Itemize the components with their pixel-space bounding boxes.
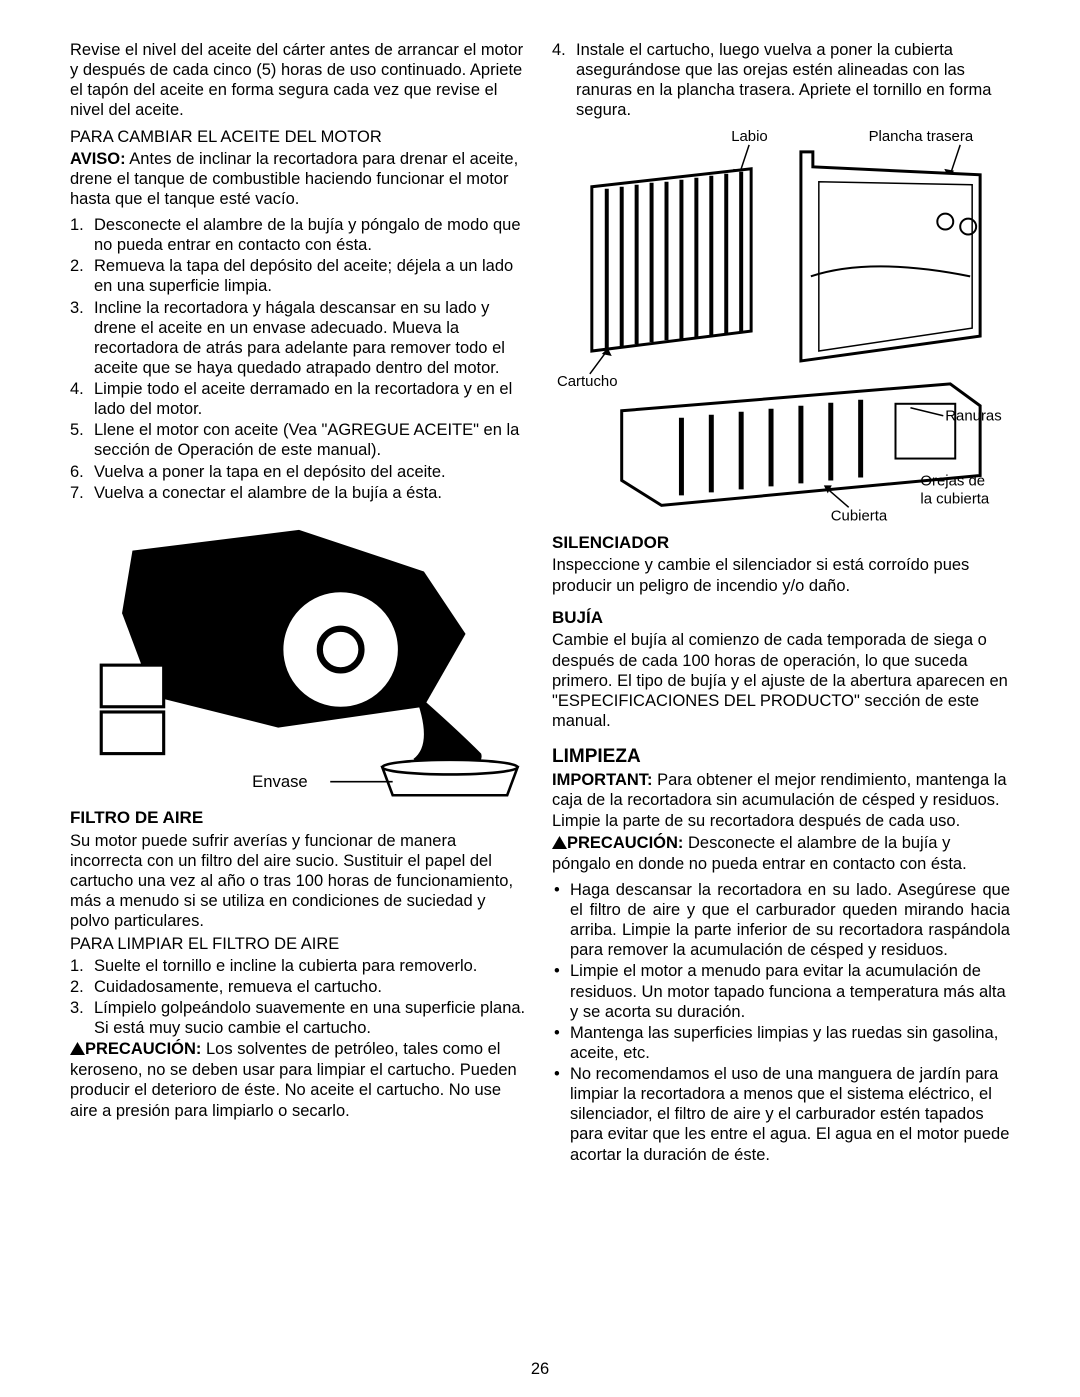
bujia-title: BUJÍA — [552, 608, 1010, 629]
aviso-paragraph: AVISO: Antes de inclinar la recortadora … — [70, 149, 528, 209]
page-number: 26 — [0, 1360, 1080, 1379]
fig2-orejas1: Orejas de — [920, 472, 985, 489]
oil-steps-list: 1.Desconecte el alambre de la bujía y pó… — [70, 215, 528, 503]
aviso-label: AVISO: — [70, 150, 126, 168]
warning-icon — [70, 1040, 85, 1060]
filtro-sub: PARA LIMPIAR EL FILTRO DE AIRE — [70, 934, 528, 954]
precaucion2-paragraph: PRECAUCIÓN: Desconecte el alambre de la … — [552, 833, 1010, 874]
list-item: 3.Incline la recortadora y hágala descan… — [70, 298, 528, 379]
list-item: 4.Instale el cartucho, luego vuelva a po… — [552, 40, 1010, 121]
list-item: •No recomendamos el uso de una manguera … — [552, 1064, 1010, 1165]
list-item: 2.Cuidadosamente, remueva el cartucho. — [70, 977, 528, 997]
fig2-ranuras: Ranuras — [945, 407, 1001, 424]
list-item: 5.Llene el motor con aceite (Vea "AGREGU… — [70, 420, 528, 460]
fig2-labio: Labio — [731, 127, 768, 144]
bujia-text: Cambie el bujía al comienzo de cada temp… — [552, 630, 1010, 731]
important-paragraph: IMPORTANT: Para obtener el mejor rendimi… — [552, 770, 1010, 830]
list-item: 4.Limpie todo el aceite derramado en la … — [70, 379, 528, 419]
list-item: 1.Suelte el tornillo e incline la cubier… — [70, 956, 528, 976]
warning-icon — [552, 834, 567, 854]
fig2-cartucho: Cartucho — [557, 372, 618, 389]
precaucion-paragraph: PRECAUCIÓN: Los solventes de petróleo, t… — [70, 1039, 528, 1121]
filtro-steps-list: 1.Suelte el tornillo e incline la cubier… — [70, 956, 528, 1039]
list-item: 2.Remueva la tapa del depósito del aceit… — [70, 256, 528, 296]
figure-mower-drain: Envase — [70, 509, 528, 800]
right-step4-list: 4.Instale el cartucho, luego vuelva a po… — [552, 40, 1010, 121]
limpieza-title: LIMPIEZA — [552, 745, 1010, 768]
list-item: •Limpie el motor a menudo para evitar la… — [552, 961, 1010, 1021]
list-item: •Mantenga las superficies limpias y las … — [552, 1023, 1010, 1063]
filtro-title: FILTRO DE AIRE — [70, 808, 528, 829]
list-item: 1.Desconecte el alambre de la bujía y pó… — [70, 215, 528, 255]
left-column: Revise el nivel del aceite del cárter an… — [70, 40, 528, 1166]
filtro-text: Su motor puede sufrir averías y funciona… — [70, 831, 528, 932]
page-columns: Revise el nivel del aceite del cárter an… — [70, 40, 1010, 1166]
list-item: 7.Vuelva a conectar el alambre de la buj… — [70, 483, 528, 503]
fig2-plancha: Plancha trasera — [869, 127, 974, 144]
aviso-text: Antes de inclinar la recortadora para dr… — [70, 150, 518, 208]
precaucion2-label: PRECAUCIÓN: — [567, 834, 683, 852]
fig1-envase-label: Envase — [252, 772, 308, 791]
precaucion-label: PRECAUCIÓN: — [85, 1040, 201, 1058]
figure-air-filter: Labio Plancha trasera — [552, 127, 1010, 525]
fig2-cubierta: Cubierta — [831, 507, 888, 524]
intro-paragraph: Revise el nivel del aceite del cárter an… — [70, 40, 528, 121]
oil-change-title: PARA CAMBIAR EL ACEITE DEL MOTOR — [70, 127, 528, 147]
fig2-cartridge — [592, 168, 751, 350]
right-column: 4.Instale el cartucho, luego vuelva a po… — [552, 40, 1010, 1166]
important-label: IMPORTANT: — [552, 771, 653, 789]
silenciador-text: Inspeccione y cambie el silenciador si e… — [552, 555, 1010, 595]
list-item: 3.Límpielo golpeándolo suavemente en una… — [70, 998, 528, 1038]
list-item: •Haga descansar la recortadora en su lad… — [552, 880, 1010, 961]
fig2-orejas2: la cubierta — [920, 490, 990, 507]
list-item: 6.Vuelva a poner la tapa en el depósito … — [70, 462, 528, 482]
limpieza-bullets: •Haga descansar la recortadora en su lad… — [552, 880, 1010, 1165]
silenciador-title: SILENCIADOR — [552, 533, 1010, 554]
